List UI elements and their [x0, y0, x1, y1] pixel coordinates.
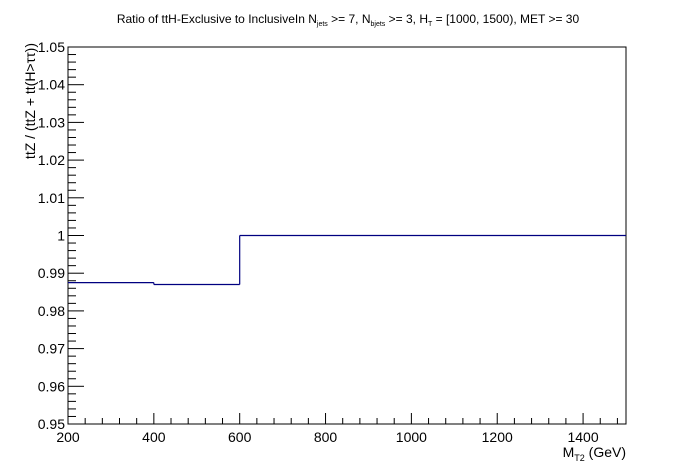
x-axis-title: MT2 (GeV): [563, 444, 626, 463]
y-tick-label: 1.04: [38, 77, 65, 93]
y-tick-label: 1.01: [38, 190, 65, 206]
y-tick-label: 1.02: [38, 152, 65, 168]
tick-labels: 200 400 600 800 1000 1200 1400 0.95 0.96 0.97 0.98…: [38, 39, 599, 445]
x-tick-label: 600: [228, 429, 252, 445]
x-tick-label: 200: [56, 429, 80, 445]
x-tick-label: 800: [314, 429, 338, 445]
y-tick-label: 1.05: [38, 39, 65, 55]
y-tick-label: 0.97: [38, 341, 65, 357]
y-tick-label: 1: [57, 228, 65, 244]
y-tick-label: 0.98: [38, 303, 65, 319]
y-tick-label: 1.03: [38, 114, 65, 130]
y-tick-label: 0.96: [38, 378, 65, 394]
chart-title: Ratio of ttH-Exclusive to InclusiveIn Nj…: [117, 12, 580, 28]
axis-ticks: [67, 46, 618, 425]
y-axis-title: ttZ / (ttZ + tt(H>ττ)): [22, 43, 38, 159]
x-tick-label: 1200: [482, 429, 513, 445]
x-tick-label: 1400: [567, 429, 598, 445]
series: [68, 234, 626, 286]
y-tick-label: 0.95: [38, 416, 65, 432]
x-tick-label: 1000: [396, 429, 427, 445]
x-tick-label: 400: [142, 429, 166, 445]
y-tick-label: 0.99: [38, 265, 65, 281]
